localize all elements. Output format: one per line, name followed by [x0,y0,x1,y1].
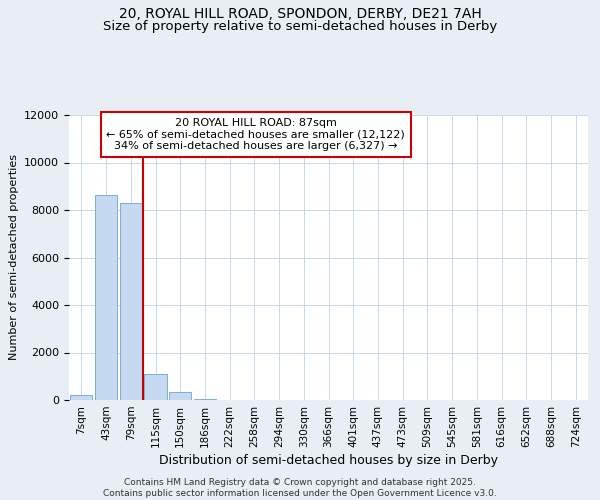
Bar [95,194,117,400]
Y-axis label: Number of semi-detached properties: Number of semi-detached properties [8,154,19,360]
Bar [169,392,191,400]
Text: Contains HM Land Registry data © Crown copyright and database right 2025.
Contai: Contains HM Land Registry data © Crown c… [103,478,497,498]
Bar [119,203,142,400]
Text: Size of property relative to semi-detached houses in Derby: Size of property relative to semi-detach… [103,20,497,33]
Text: 20, ROYAL HILL ROAD, SPONDON, DERBY, DE21 7AH: 20, ROYAL HILL ROAD, SPONDON, DERBY, DE2… [119,8,481,22]
Text: 20 ROYAL HILL ROAD: 87sqm
← 65% of semi-detached houses are smaller (12,122)
34%: 20 ROYAL HILL ROAD: 87sqm ← 65% of semi-… [106,118,405,151]
Bar [145,374,167,400]
Bar [194,398,216,400]
Bar [70,395,92,400]
X-axis label: Distribution of semi-detached houses by size in Derby: Distribution of semi-detached houses by … [159,454,498,467]
